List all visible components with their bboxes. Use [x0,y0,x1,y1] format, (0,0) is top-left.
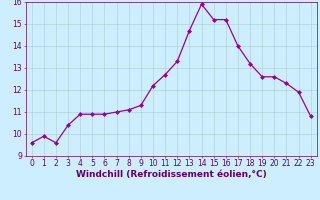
X-axis label: Windchill (Refroidissement éolien,°C): Windchill (Refroidissement éolien,°C) [76,170,267,179]
